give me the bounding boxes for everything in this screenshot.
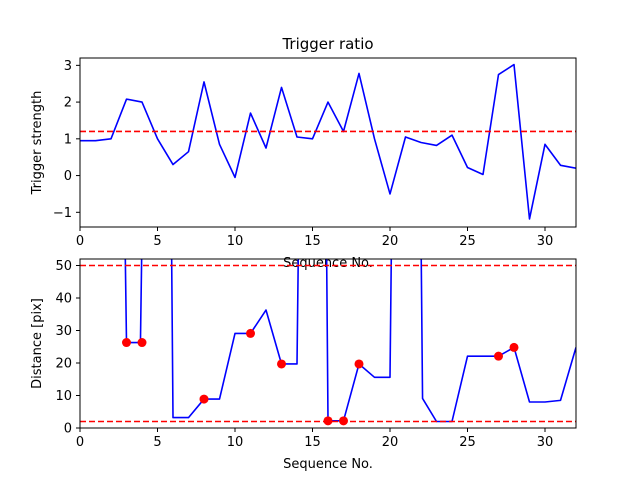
- x-tick-label: 0: [76, 234, 84, 249]
- highlight-point: [277, 359, 286, 369]
- highlight-point: [509, 342, 519, 352]
- highlight-point: [323, 416, 333, 426]
- y-tick-label: −1: [53, 206, 72, 221]
- y-tick-label: 20: [55, 357, 72, 372]
- series-line-1: [80, 63, 576, 220]
- x-tick-label: 5: [153, 234, 161, 249]
- x-tick-label: 30: [537, 234, 554, 249]
- x-axis-label: Sequence No.: [283, 256, 373, 271]
- x-tick-label: 5: [153, 435, 161, 450]
- chart-title: Trigger ratio: [281, 35, 373, 53]
- y-tick-label: 0: [64, 422, 72, 437]
- y-tick-label: 30: [55, 324, 72, 339]
- y-tick-label: 2: [64, 96, 72, 111]
- highlight-point: [246, 328, 255, 338]
- x-tick-label: 10: [227, 234, 244, 249]
- axes-frame: [79, 57, 577, 228]
- x-axis-label: Sequence No.: [283, 457, 373, 472]
- x-tick-label: 25: [459, 234, 476, 249]
- highlight-point: [122, 338, 131, 348]
- highlight-point: [199, 394, 209, 404]
- y-tick-label: 50: [55, 259, 72, 274]
- x-tick-label: 15: [304, 234, 321, 249]
- axes-frame: [79, 258, 577, 429]
- highlight-point: [354, 359, 364, 369]
- x-tick-label: 10: [227, 435, 244, 450]
- y-tick-label: 40: [55, 292, 72, 307]
- subplot-1: Trigger ratio 0 5 10 15 20 25 30 −1 0 1 2 3 Sequence …: [30, 35, 577, 271]
- y-axis-label: Distance [pix]: [30, 298, 45, 389]
- x-tick-label: 15: [304, 435, 321, 450]
- x-tick-label: 20: [382, 234, 399, 249]
- highlight-point: [494, 351, 503, 361]
- highlight-point: [137, 338, 147, 348]
- y-tick-label: 10: [55, 389, 72, 404]
- subplot-2: 0 5 10 15 20 25 30 0 10 20 30 40 50 Sequence No. Dista…: [30, 258, 577, 472]
- x-tick-label: 25: [459, 435, 476, 450]
- plot-area-2: [80, 259, 576, 426]
- x-tick-label: 30: [537, 435, 554, 450]
- x-tick-label: 20: [382, 435, 399, 450]
- highlight-point: [339, 416, 348, 426]
- plot-area-1: [80, 63, 576, 220]
- y-tick-label: 3: [64, 59, 72, 74]
- y-axis-label: Trigger strength: [30, 91, 45, 196]
- x-tick-label: 0: [76, 435, 84, 450]
- y-tick-label: 1: [64, 132, 72, 147]
- y-tick-label: 0: [64, 169, 72, 184]
